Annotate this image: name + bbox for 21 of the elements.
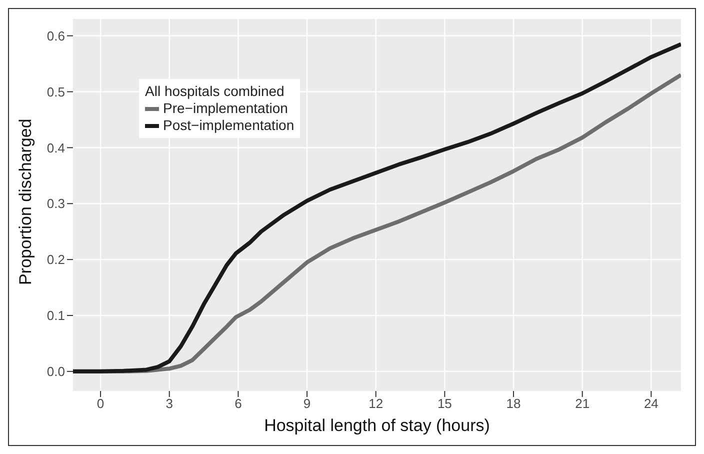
x-tick-label: 0 <box>96 396 104 412</box>
x-tick-label: 3 <box>166 396 173 412</box>
legend-label: Post−implementation <box>163 117 294 134</box>
x-tick-label: 9 <box>303 396 311 412</box>
y-tick-label: 0.5 <box>46 84 65 100</box>
x-tick-label: 21 <box>575 396 590 412</box>
x-tick-label: 18 <box>506 396 521 412</box>
x-tick-label: 15 <box>437 396 452 412</box>
x-tick-label: 6 <box>234 396 242 412</box>
y-tick-label: 0.0 <box>46 364 65 380</box>
legend-label: Pre−implementation <box>163 100 288 117</box>
x-tick-label: 12 <box>368 396 384 412</box>
x-tick-label: 24 <box>644 396 658 412</box>
y-tick-label: 0.4 <box>46 140 65 156</box>
y-axis-title: Proportion discharged <box>16 118 36 285</box>
y-tick-label: 0.3 <box>46 196 65 212</box>
y-tick-label: 0.6 <box>46 28 65 44</box>
legend-title: All hospitals combined <box>145 83 286 100</box>
x-axis-title: Hospital length of stay (hours) <box>264 416 490 435</box>
y-tick-label: 0.1 <box>46 308 65 324</box>
y-tick-label: 0.2 <box>46 252 65 268</box>
